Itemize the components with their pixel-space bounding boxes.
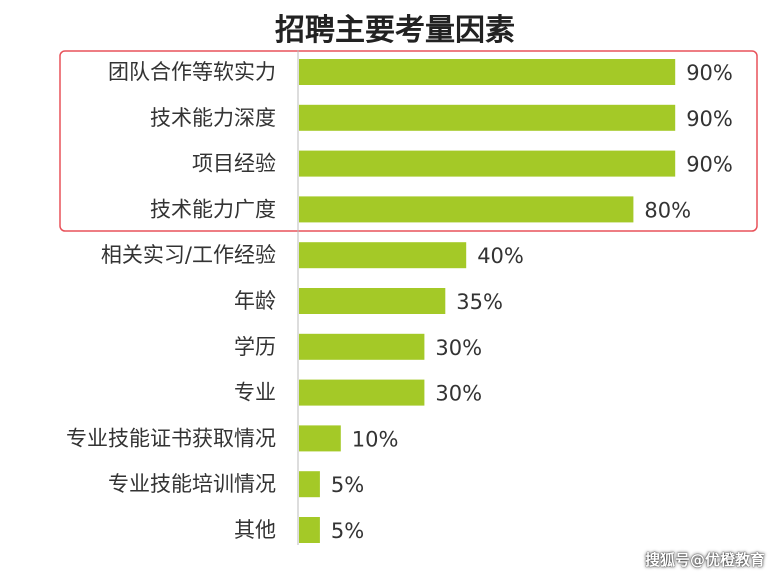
value-label: 80%	[644, 198, 691, 222]
bar	[299, 150, 676, 177]
bar	[299, 517, 320, 543]
category-label: 其他	[234, 518, 276, 542]
category-label: 相关实习/工作经验	[101, 243, 276, 267]
value-label: 90%	[686, 153, 733, 177]
bar	[299, 333, 425, 360]
category-label: 专业	[234, 381, 276, 405]
bar	[299, 379, 425, 406]
value-label: 30%	[435, 382, 482, 406]
chart-title: 招聘主要考量因素	[275, 13, 515, 48]
value-label: 5%	[331, 473, 364, 497]
category-label: 专业技能证书获取情况	[66, 426, 276, 450]
category-label: 技术能力广度	[150, 197, 276, 221]
bar	[299, 242, 467, 269]
bar	[299, 288, 446, 314]
bars-layer: 团队合作等软实力 90% 技术能力深度 90% 项目经验 90% 技术能力广度 80% 相关实习…	[66, 59, 733, 543]
value-label: 10%	[352, 427, 399, 451]
category-label: 项目经验	[192, 152, 276, 176]
bar	[299, 471, 320, 498]
value-label: 90%	[686, 61, 733, 85]
value-label: 90%	[686, 107, 733, 131]
value-label: 5%	[331, 519, 364, 543]
category-label: 年龄	[234, 289, 276, 313]
value-label: 40%	[477, 244, 524, 268]
highlight-box	[59, 50, 758, 232]
value-label: 30%	[435, 336, 482, 360]
watermark: 搜狐号@优橙教育	[644, 551, 765, 569]
bar	[299, 104, 676, 131]
category-label: 专业技能培训情况	[108, 472, 276, 496]
bar	[299, 59, 676, 85]
category-label: 团队合作等软实力	[108, 60, 276, 84]
bar	[299, 425, 341, 452]
category-label: 学历	[234, 335, 276, 359]
bar	[299, 196, 634, 223]
value-label: 35%	[456, 290, 503, 314]
category-label: 技术能力深度	[150, 106, 276, 130]
